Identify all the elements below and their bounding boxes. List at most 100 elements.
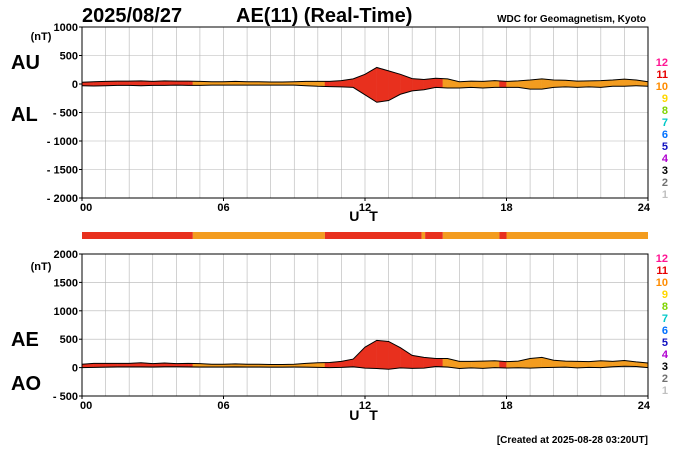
x-tick-label: 18 [500,400,512,412]
x-tick-label: 06 [217,202,229,214]
chart-date: 2025/08/27 [82,5,182,27]
area-segment [494,360,500,368]
area-segment [506,360,519,369]
station-count-label: 10 [656,277,668,289]
area-segment [376,67,389,103]
upper-lines [81,66,649,103]
station-count-label: 7 [662,313,668,325]
station-count-label: 8 [662,105,668,117]
station-count-label: 6 [662,325,668,337]
area-segment [499,360,507,369]
level-bar-segment [499,232,507,239]
station-count-label: 6 [662,129,668,141]
y-tick-label: 500 [60,51,78,63]
area-segment [117,81,130,86]
al-label: AL [11,104,38,126]
station-count-label: 2 [662,177,668,189]
level-bar-segment [82,232,193,239]
au-line [81,66,649,83]
ae-line [81,339,649,365]
organization-label: WDC for Geomagnetism, Kyoto [497,14,646,25]
lower-y-ticks: 2000 1500 1000 500 0 - 500 [53,249,82,403]
ao-label: AO [11,373,41,395]
ae-label: AE [11,329,39,351]
lower-lines [81,339,649,370]
upper-grid [82,26,648,199]
station-count-label: 5 [662,337,668,349]
station-count-label: 5 [662,141,668,153]
station-count-label: 11 [656,69,668,81]
chart-title: AE(11) (Real-Time) [236,5,412,27]
station-count-label: 12 [656,57,668,69]
lower-fill [81,340,649,370]
area-segment [324,362,330,368]
area-segment [553,79,566,88]
area-segment [364,340,377,369]
area-segment [317,81,326,87]
lower-unit-label: (nT) [31,261,52,273]
upper-panel: 1000 500 0 - 500 - 1000 - 1500 - 2000 00 06 12 18… [11,22,651,224]
area-segment [442,78,448,89]
y-tick-label: - 1500 [47,165,78,177]
area-segment [529,78,543,90]
station-count-label: 4 [662,349,669,361]
station-count-label: 10 [656,81,668,93]
station-count-label: 11 [656,265,668,277]
area-segment [187,80,193,86]
upper-x-axis-label: U T [349,208,381,224]
level-bar-segment [506,232,648,239]
station-count-label: 2 [662,373,668,385]
x-tick-label: 00 [80,400,92,412]
area-segment [353,74,366,96]
created-timestamp: [Created at 2025-08-28 03:20UT] [497,435,648,446]
x-tick-label: 12 [359,202,371,214]
station-count-label: 12 [656,253,668,265]
x-tick-label: 12 [359,400,371,412]
lower-x-ticks: 00 06 12 18 24 [80,396,651,412]
station-count-label: 9 [662,289,668,301]
y-tick-label: 1000 [54,22,78,34]
station-count-label: 1 [662,385,668,397]
station-count-label: 8 [662,301,668,313]
area-segment [364,67,377,103]
al-line [81,84,649,103]
area-segment [412,78,425,92]
station-count-label: 3 [662,165,668,177]
area-segment [482,360,495,369]
y-tick-label: - 2000 [47,193,78,205]
y-tick-label: 1500 [54,277,78,289]
y-tick-label: 2000 [54,249,78,261]
x-tick-label: 06 [217,400,229,412]
area-segment [470,360,484,369]
station-count-label: 7 [662,117,668,129]
area-segment [388,70,401,101]
area-segment [442,358,448,368]
y-tick-label: - 500 [53,108,78,120]
y-tick-label: 0 [72,79,78,91]
area-segment [117,363,130,368]
y-tick-label: 0 [72,363,78,375]
lower-grid [82,253,648,397]
x-tick-label: 24 [638,400,651,412]
ao-line [81,365,649,370]
level-bar-segment [425,232,443,239]
area-segment [459,361,472,369]
x-tick-label: 24 [638,202,651,214]
area-segment [246,81,260,86]
y-tick-label: 1000 [54,306,78,318]
area-segment [211,81,224,86]
level-bar-segment [421,232,426,239]
area-segment [435,358,443,367]
y-tick-label: 500 [60,334,78,346]
x-tick-label: 00 [80,202,92,214]
y-tick-label: - 1000 [47,136,78,148]
y-tick-label: - 500 [53,391,78,403]
station-count-label: 1 [662,189,668,201]
lower-panel: 2000 1500 1000 500 0 - 500 00 06 12 18 24 (nT) AE… [11,249,651,423]
area-segment [470,80,484,89]
upper-fill [81,67,649,103]
upper-y-ticks: 1000 500 0 - 500 - 1000 - 1500 - 2000 [47,22,82,205]
area-segment [588,80,601,88]
